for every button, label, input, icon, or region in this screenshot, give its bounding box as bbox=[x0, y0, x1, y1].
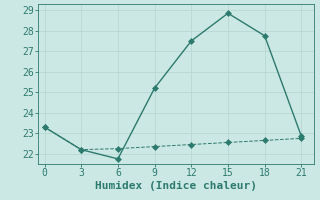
X-axis label: Humidex (Indice chaleur): Humidex (Indice chaleur) bbox=[95, 181, 257, 191]
